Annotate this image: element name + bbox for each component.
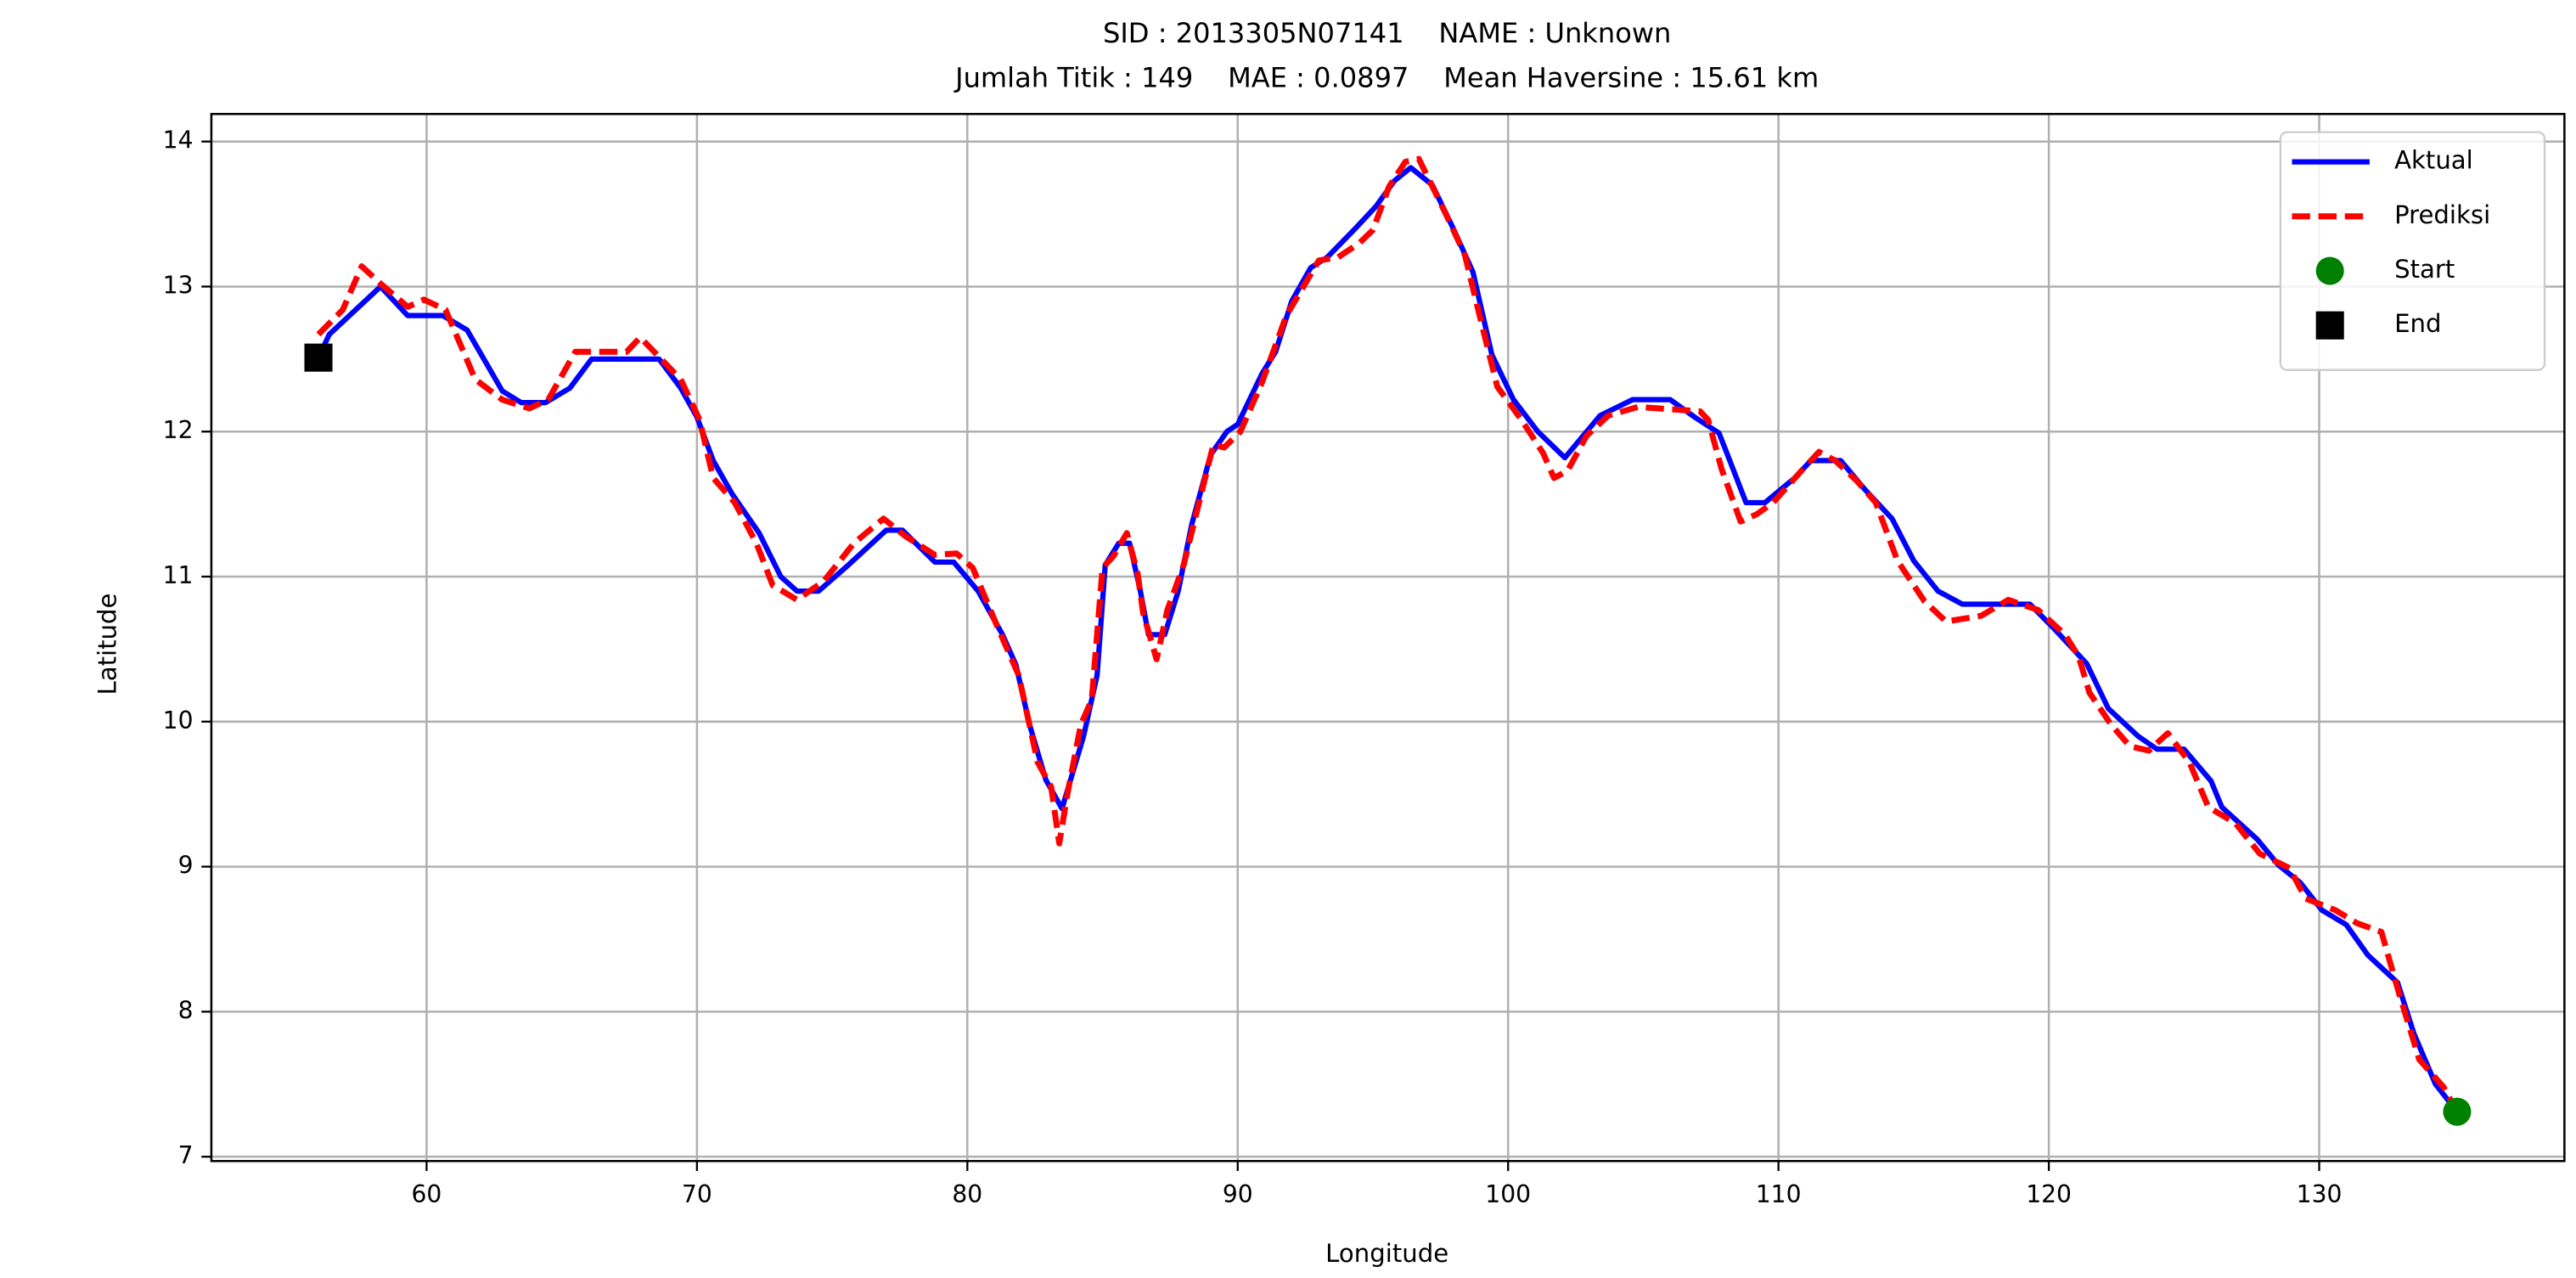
y-tick-label: 7	[178, 1141, 194, 1169]
legend-label: End	[2394, 309, 2441, 338]
x-tick-label: 90	[1223, 1180, 1253, 1208]
x-axis-label: Longitude	[1325, 1239, 1448, 1268]
legend-label: Prediksi	[2394, 200, 2490, 229]
series-line	[316, 155, 2461, 1113]
series-line	[316, 165, 2460, 1114]
legend-label: Aktual	[2394, 146, 2473, 175]
y-tick-label: 10	[163, 707, 194, 735]
x-tick-label: 100	[1485, 1180, 1531, 1208]
x-tick-label: 60	[411, 1180, 442, 1208]
start-marker	[2443, 1097, 2472, 1126]
y-tick-label: 11	[163, 561, 194, 589]
legend-marker	[2315, 256, 2344, 285]
x-tick-label: 110	[1756, 1180, 1802, 1208]
y-tick-label: 12	[163, 416, 194, 444]
y-tick-label: 13	[163, 271, 194, 299]
y-tick-label: 9	[178, 852, 194, 880]
end-marker	[304, 343, 333, 372]
y-tick-label: 8	[178, 996, 194, 1024]
chart-subtitle: Jumlah Titik : 149 MAE : 0.0897 Mean Hav…	[953, 61, 1819, 93]
chart-title: SID : 2013305N07141 NAME : Unknown	[1103, 17, 1671, 49]
x-tick-label: 80	[952, 1180, 982, 1208]
y-axis-label: Latitude	[93, 594, 121, 695]
x-tick-label: 130	[2297, 1180, 2343, 1208]
legend-label: Start	[2394, 255, 2455, 284]
x-tick-label: 120	[2026, 1180, 2072, 1208]
legend-marker	[2315, 311, 2344, 340]
x-tick-label: 70	[682, 1180, 712, 1208]
legend-box	[2279, 131, 2546, 371]
y-tick-label: 14	[163, 127, 194, 155]
plot-frame	[210, 112, 2566, 1163]
